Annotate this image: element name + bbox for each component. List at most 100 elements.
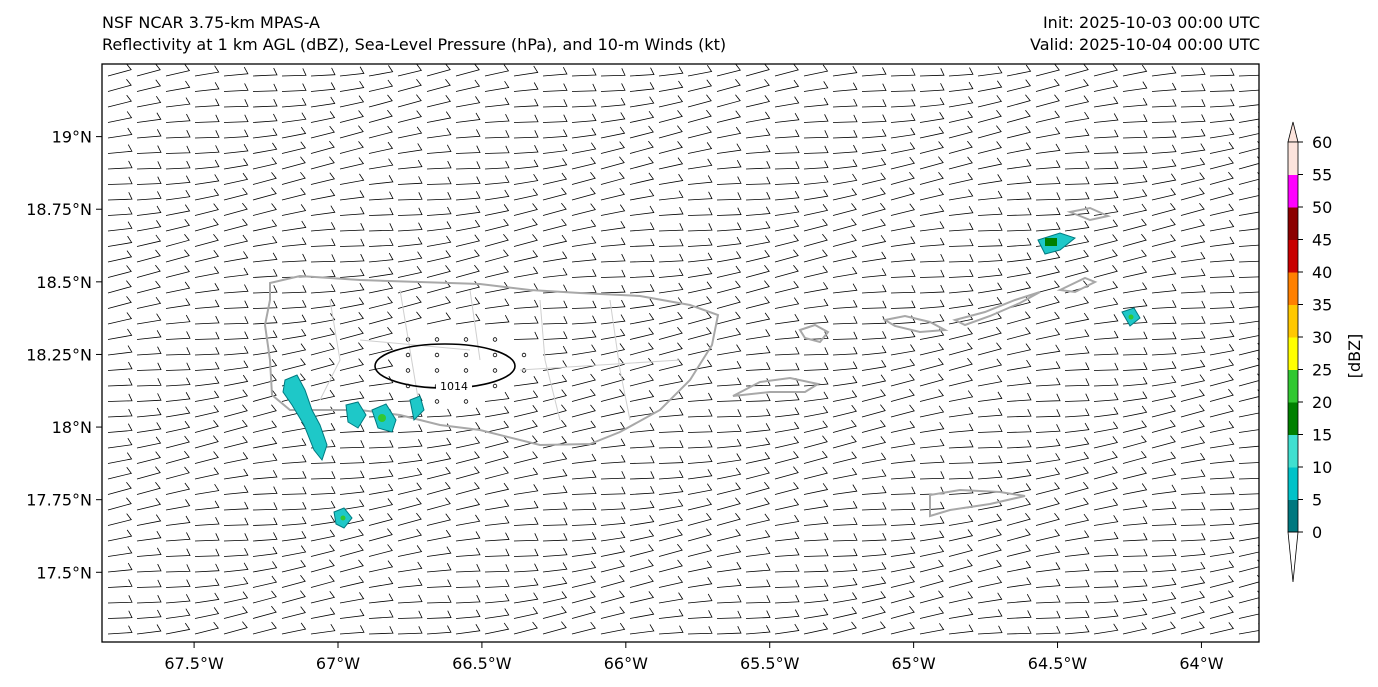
wind-barb	[600, 314, 626, 325]
wind-barb	[687, 142, 713, 154]
wind-barb	[165, 548, 191, 557]
wind-barb	[1122, 466, 1147, 480]
wind-barb	[1122, 548, 1148, 557]
wind-barb	[397, 64, 423, 77]
wind-barb	[803, 160, 829, 170]
wind-barb	[832, 114, 858, 123]
x-tick-label: 67.5°W	[164, 654, 224, 673]
wind-barb	[687, 528, 712, 542]
refl-cell-west-pr	[282, 374, 328, 462]
wind-barb	[977, 391, 1003, 402]
wind-barb	[1006, 376, 1032, 387]
wind-barb	[890, 502, 916, 511]
wind-barb	[1151, 390, 1177, 402]
wind-barb	[977, 125, 1002, 139]
wind-barb	[803, 218, 828, 232]
wind-barb	[1122, 97, 1148, 108]
wind-barb	[600, 269, 626, 278]
wind-barb	[1064, 79, 1089, 92]
wind-barb	[1209, 344, 1235, 356]
wind-barb	[571, 157, 597, 170]
wind-barb	[832, 563, 858, 573]
wind-barb	[368, 311, 393, 325]
wind-barb	[484, 265, 510, 278]
wind-barb	[774, 579, 800, 588]
wind-barb	[107, 160, 133, 170]
wind-barb	[919, 68, 945, 77]
wind-barb	[803, 347, 829, 356]
wind-barb	[165, 608, 191, 619]
wind-barb	[571, 404, 596, 418]
wind-barb	[687, 64, 713, 77]
wind-barb	[223, 517, 249, 526]
wind-barb	[1238, 244, 1259, 247]
wind-barb	[919, 156, 944, 170]
wind-barb	[745, 466, 770, 480]
wind-barb	[600, 501, 626, 511]
wind-barb	[223, 158, 249, 170]
wind-barb	[1238, 342, 1259, 356]
wind-barb	[136, 280, 161, 294]
x-tick-label: 66°W	[604, 654, 648, 673]
wind-barb	[919, 501, 945, 511]
wind-barb	[803, 579, 829, 588]
wind-barb	[1180, 621, 1205, 635]
wind-barb	[252, 453, 278, 464]
wind-barb	[368, 191, 394, 201]
wind-barb	[484, 499, 510, 511]
wind-barb	[107, 111, 133, 123]
wind-barb	[571, 486, 597, 495]
wind-barb	[1093, 407, 1119, 418]
wind-barb	[194, 420, 219, 433]
wind-barb	[1209, 285, 1235, 294]
wind-barb	[571, 128, 597, 139]
wind-barb	[1180, 67, 1206, 77]
wind-barb	[890, 437, 916, 449]
wind-barb	[252, 470, 278, 480]
y-tick-label: 18°N	[52, 418, 92, 437]
wind-barb	[774, 161, 800, 170]
wind-barb	[890, 420, 916, 433]
wind-barb	[1238, 477, 1259, 480]
wind-barb	[745, 513, 771, 526]
wind-barb	[629, 125, 654, 139]
wind-barb	[1093, 594, 1119, 604]
wind-barb	[310, 156, 335, 170]
wind-barb	[948, 205, 974, 216]
wind-barb	[310, 357, 335, 371]
wind-barb	[1209, 358, 1235, 371]
wind-barb	[136, 264, 161, 278]
wind-barb	[310, 67, 336, 77]
wind-barb	[774, 609, 800, 619]
wind-barb	[687, 238, 713, 247]
wind-barb	[426, 221, 452, 232]
wind-barb	[977, 110, 1002, 123]
wind-barb	[1093, 579, 1119, 588]
wind-barb	[1064, 610, 1090, 619]
wind-barb	[745, 176, 771, 185]
wind-barb	[948, 81, 974, 92]
wind-barb	[310, 298, 336, 309]
wind-barb	[948, 172, 974, 185]
wind-barb	[919, 606, 945, 619]
wind-barb	[832, 266, 858, 278]
wind-barb	[658, 66, 684, 77]
wind-barb	[861, 172, 887, 185]
wind-barb	[107, 467, 133, 480]
wind-barb	[1006, 512, 1031, 526]
wind-barb	[1122, 130, 1148, 139]
wind-barb	[687, 610, 713, 619]
wind-barb	[716, 360, 742, 371]
wind-barb	[1093, 190, 1119, 201]
wind-barb	[1180, 590, 1205, 604]
wind-barb	[136, 161, 162, 170]
wind-barb	[426, 497, 451, 511]
wind-barb	[194, 346, 220, 356]
wind-barb	[629, 254, 655, 263]
wind-barb	[165, 97, 191, 108]
wind-barb	[919, 221, 945, 232]
wind-barb	[890, 344, 916, 356]
wind-barb	[716, 561, 742, 573]
wind-barb	[658, 528, 683, 542]
wind-barb	[1151, 283, 1177, 294]
